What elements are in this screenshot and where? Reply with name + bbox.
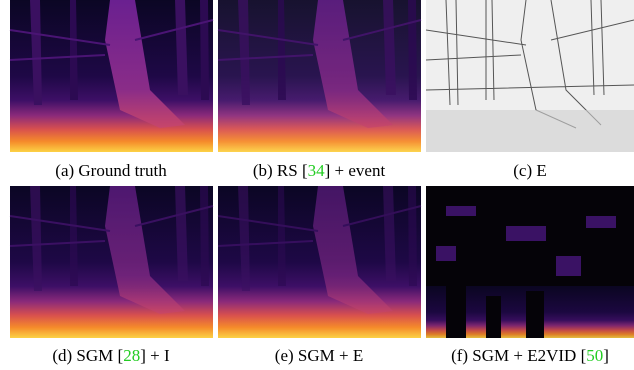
panel-d bbox=[10, 186, 213, 338]
caption: (b) RS [34] + event bbox=[253, 161, 386, 180]
citation[interactable]: 34 bbox=[308, 161, 326, 180]
panel-b bbox=[218, 0, 421, 152]
citation[interactable]: 50 bbox=[586, 346, 603, 365]
caption-text: ] bbox=[603, 346, 609, 365]
panel-a bbox=[10, 0, 213, 152]
panel-c bbox=[426, 0, 634, 152]
caption-text: (f) SGM + E2VID [ bbox=[451, 346, 587, 365]
figure: (a) Ground truth (b) RS [34] + event (c)… bbox=[0, 0, 634, 370]
caption: (c) E bbox=[513, 161, 547, 180]
panel-e bbox=[218, 186, 421, 338]
caption: (f) SGM + E2VID [50] bbox=[451, 346, 609, 365]
image-detail bbox=[426, 110, 634, 152]
caption-text: (b) RS [ bbox=[253, 161, 308, 180]
caption: (e) SGM + E bbox=[275, 346, 363, 365]
caption: (d) SGM [28] + I bbox=[52, 346, 170, 365]
caption-text: (d) SGM [ bbox=[52, 346, 123, 365]
caption-text: ] + event bbox=[325, 161, 386, 180]
panel-f bbox=[426, 186, 634, 338]
citation[interactable]: 28 bbox=[123, 346, 140, 365]
caption-text: ] + I bbox=[140, 346, 170, 365]
caption: (a) Ground truth bbox=[55, 161, 167, 180]
